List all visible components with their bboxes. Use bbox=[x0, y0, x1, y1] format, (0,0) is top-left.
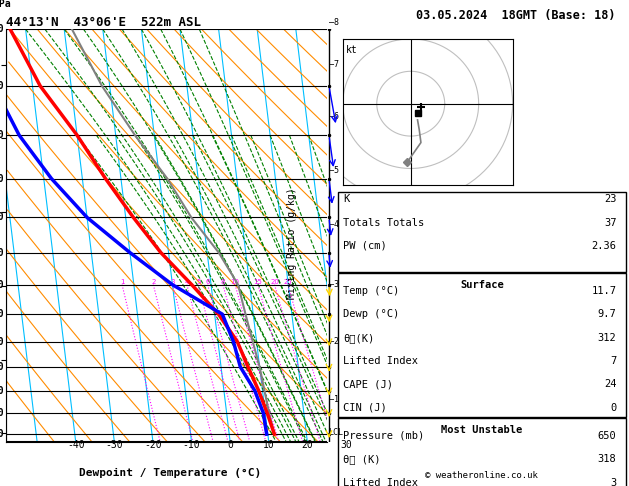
Text: θᴇ (K): θᴇ (K) bbox=[343, 454, 381, 464]
Text: —2: —2 bbox=[328, 337, 338, 346]
Text: 750: 750 bbox=[0, 362, 4, 372]
Text: 2.36: 2.36 bbox=[591, 241, 616, 251]
Text: 9.7: 9.7 bbox=[598, 310, 616, 319]
Text: 800: 800 bbox=[0, 386, 4, 396]
Text: —5: —5 bbox=[328, 166, 338, 175]
Text: Pressure (mb): Pressure (mb) bbox=[343, 431, 424, 441]
Text: 10: 10 bbox=[231, 278, 240, 285]
Text: kt: kt bbox=[346, 45, 358, 55]
Text: -40: -40 bbox=[67, 440, 84, 450]
Text: 650: 650 bbox=[0, 309, 4, 319]
Text: 900: 900 bbox=[0, 429, 4, 439]
Text: 300: 300 bbox=[0, 24, 4, 34]
Text: PW (cm): PW (cm) bbox=[343, 241, 387, 251]
Text: 6: 6 bbox=[206, 278, 210, 285]
Text: Surface: Surface bbox=[460, 280, 504, 290]
Text: Lifted Index: Lifted Index bbox=[343, 356, 418, 366]
Text: -10: -10 bbox=[183, 440, 201, 450]
Text: 600: 600 bbox=[0, 279, 4, 290]
Text: 2: 2 bbox=[151, 278, 155, 285]
Text: 03.05.2024  18GMT (Base: 18): 03.05.2024 18GMT (Base: 18) bbox=[416, 9, 616, 22]
Text: CAPE (J): CAPE (J) bbox=[343, 380, 392, 389]
Text: Most Unstable: Most Unstable bbox=[441, 425, 523, 435]
Text: 24: 24 bbox=[604, 380, 616, 389]
Text: 44°13'N  43°06'E  522m ASL: 44°13'N 43°06'E 522m ASL bbox=[6, 16, 201, 29]
Text: 15: 15 bbox=[253, 278, 262, 285]
Text: —4: —4 bbox=[328, 220, 338, 229]
Text: —3: —3 bbox=[328, 280, 338, 289]
Text: 700: 700 bbox=[0, 336, 4, 347]
Text: K: K bbox=[343, 194, 349, 204]
Text: 350: 350 bbox=[0, 81, 4, 91]
Text: —6: —6 bbox=[328, 112, 338, 121]
Text: 650: 650 bbox=[598, 431, 616, 441]
Text: 400: 400 bbox=[0, 130, 4, 140]
Text: 450: 450 bbox=[0, 174, 4, 184]
Text: 37: 37 bbox=[604, 218, 616, 227]
Text: Dewp (°C): Dewp (°C) bbox=[343, 310, 399, 319]
Text: Mixing Ratio (g/kg): Mixing Ratio (g/kg) bbox=[287, 187, 298, 299]
Text: 0: 0 bbox=[610, 403, 616, 413]
Text: 312: 312 bbox=[598, 333, 616, 343]
Text: 550: 550 bbox=[0, 247, 4, 258]
Text: © weatheronline.co.uk: © weatheronline.co.uk bbox=[425, 471, 538, 480]
Text: —1: —1 bbox=[328, 395, 338, 404]
Text: 4: 4 bbox=[185, 278, 189, 285]
Text: 30: 30 bbox=[340, 440, 352, 450]
Text: 850: 850 bbox=[0, 408, 4, 418]
Text: -20: -20 bbox=[144, 440, 162, 450]
Text: CIN (J): CIN (J) bbox=[343, 403, 387, 413]
Text: 3: 3 bbox=[170, 278, 175, 285]
Text: 3: 3 bbox=[610, 478, 616, 486]
Text: 20: 20 bbox=[270, 278, 279, 285]
Text: 500: 500 bbox=[0, 212, 4, 223]
Text: 20: 20 bbox=[301, 440, 313, 450]
Text: Dewpoint / Temperature (°C): Dewpoint / Temperature (°C) bbox=[79, 468, 261, 478]
Text: 318: 318 bbox=[598, 454, 616, 464]
Text: —7: —7 bbox=[328, 60, 338, 69]
Text: 11.7: 11.7 bbox=[591, 286, 616, 296]
Text: 8: 8 bbox=[221, 278, 225, 285]
Text: 10: 10 bbox=[263, 440, 275, 450]
Text: -30: -30 bbox=[106, 440, 123, 450]
Text: Totals Totals: Totals Totals bbox=[343, 218, 424, 227]
Text: —8: —8 bbox=[328, 18, 338, 28]
Text: Temp (°C): Temp (°C) bbox=[343, 286, 399, 296]
Text: 5: 5 bbox=[196, 278, 201, 285]
Text: Lifted Index: Lifted Index bbox=[343, 478, 418, 486]
Text: LCL: LCL bbox=[328, 429, 343, 437]
Text: θᴇ(K): θᴇ(K) bbox=[343, 333, 374, 343]
Text: 7: 7 bbox=[610, 356, 616, 366]
Text: 25: 25 bbox=[284, 278, 292, 285]
Text: 1: 1 bbox=[120, 278, 125, 285]
Text: 0: 0 bbox=[227, 440, 233, 450]
Text: hPa: hPa bbox=[0, 0, 11, 9]
Text: 23: 23 bbox=[604, 194, 616, 204]
